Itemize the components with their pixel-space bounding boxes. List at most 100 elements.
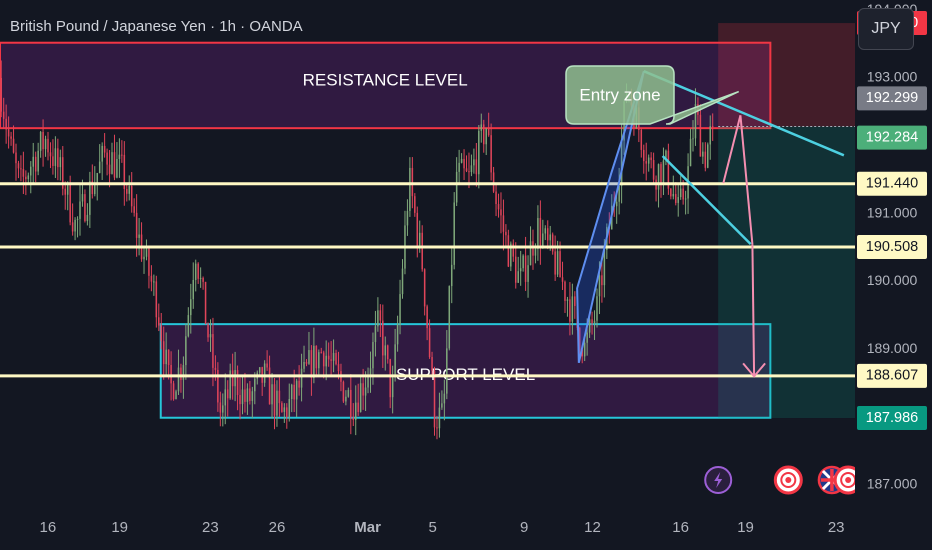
candle-body (34, 156, 37, 172)
candle-body (10, 136, 12, 139)
candle-body (581, 349, 583, 357)
target-icon[interactable] (773, 465, 803, 495)
candle-body (512, 243, 515, 257)
candle-body (57, 148, 59, 168)
candle-body (320, 352, 323, 354)
candle-body (362, 383, 364, 396)
candle-body (549, 234, 551, 241)
candle-body (135, 212, 138, 238)
candle-body (519, 268, 522, 272)
time-tick-label: 5 (428, 519, 436, 536)
candle-body (342, 381, 345, 402)
candle-body (182, 365, 185, 380)
candle-body (32, 156, 34, 167)
candle-body (207, 324, 209, 338)
candle-body (409, 167, 411, 211)
event-icons-layer (704, 465, 863, 495)
candle-body (113, 152, 116, 178)
candle-body (502, 215, 505, 232)
candle-body (101, 145, 103, 162)
candle-body (94, 183, 96, 195)
candle-body (187, 315, 190, 337)
candle-body (111, 152, 113, 174)
candle-body (39, 131, 42, 151)
candle-body (199, 277, 202, 279)
candle-body (128, 185, 131, 194)
candle-body (212, 334, 214, 368)
candle-body (551, 234, 554, 252)
candle-body (37, 150, 39, 172)
candle-body (86, 214, 89, 222)
candle-body (103, 145, 106, 153)
candle-body (389, 359, 391, 398)
candle-body (52, 156, 54, 166)
candle-body (118, 154, 121, 160)
candle-body (534, 248, 537, 256)
candle-body (478, 130, 480, 175)
candle-body (662, 160, 665, 185)
callout-layer: Entry zone (565, 65, 740, 125)
candle-body (64, 188, 67, 195)
price-label-text: 188.607 (866, 368, 918, 384)
candle-body (30, 166, 32, 176)
candle-body (682, 188, 684, 200)
currency-button[interactable]: JPY (858, 8, 914, 50)
candle-body (588, 319, 591, 333)
candle-body (500, 209, 502, 216)
candle-body (677, 197, 679, 203)
candle-body (475, 159, 478, 175)
candle-body (315, 345, 318, 369)
candle-body (482, 124, 485, 145)
candle-body (202, 277, 204, 282)
candle-body (246, 388, 249, 402)
candle-body (423, 269, 426, 307)
candle-body (303, 362, 305, 369)
candle-body (359, 383, 362, 412)
candle-body (286, 407, 288, 418)
candle-body (684, 198, 687, 200)
candle-body (492, 172, 495, 192)
candle-body (345, 396, 347, 402)
candle-body (564, 281, 566, 301)
time-tick-label: 23 (202, 519, 219, 536)
resistance-label: RESISTANCE LEVEL (303, 71, 468, 90)
candle-body (650, 157, 652, 161)
candle-body (150, 275, 153, 282)
trade-box-layer (718, 23, 855, 419)
candle-body (497, 204, 500, 210)
candle-body (231, 370, 234, 387)
wedge-upper-line (643, 70, 845, 157)
candle-body (290, 384, 293, 399)
arrow-head (742, 362, 766, 378)
price-label-box (857, 234, 927, 259)
candle-body (350, 389, 352, 418)
time-axis[interactable]: 16 19 23 26 Mar 5 9 12 16 19 23 (40, 519, 845, 536)
candle-body (42, 131, 44, 150)
candle-body (300, 368, 303, 388)
candle-body (537, 218, 539, 249)
candle-body (313, 345, 315, 378)
price-label-text: 187.986 (866, 410, 918, 426)
candle-body (640, 130, 643, 150)
candle-body (465, 168, 468, 172)
candle-body (327, 355, 330, 360)
candle-body (244, 389, 246, 402)
candle-body (49, 152, 52, 157)
candle-body (689, 138, 692, 167)
candle-body (446, 348, 448, 394)
candle-body (647, 157, 650, 164)
take-profit-area (718, 126, 855, 419)
lightning-icon[interactable] (704, 466, 733, 494)
candle-body (204, 281, 207, 325)
candle-body (335, 352, 337, 365)
candle-body (546, 228, 549, 241)
candle-body (369, 368, 372, 377)
target-icon[interactable] (833, 465, 863, 495)
candle-body (133, 206, 135, 213)
candle-body (229, 370, 231, 399)
price-axis[interactable]: 194.000193.000192.000191.000190.000189.0… (855, 0, 932, 550)
candle-body (170, 365, 172, 384)
candle-body (276, 390, 278, 416)
candle-body (470, 165, 473, 172)
